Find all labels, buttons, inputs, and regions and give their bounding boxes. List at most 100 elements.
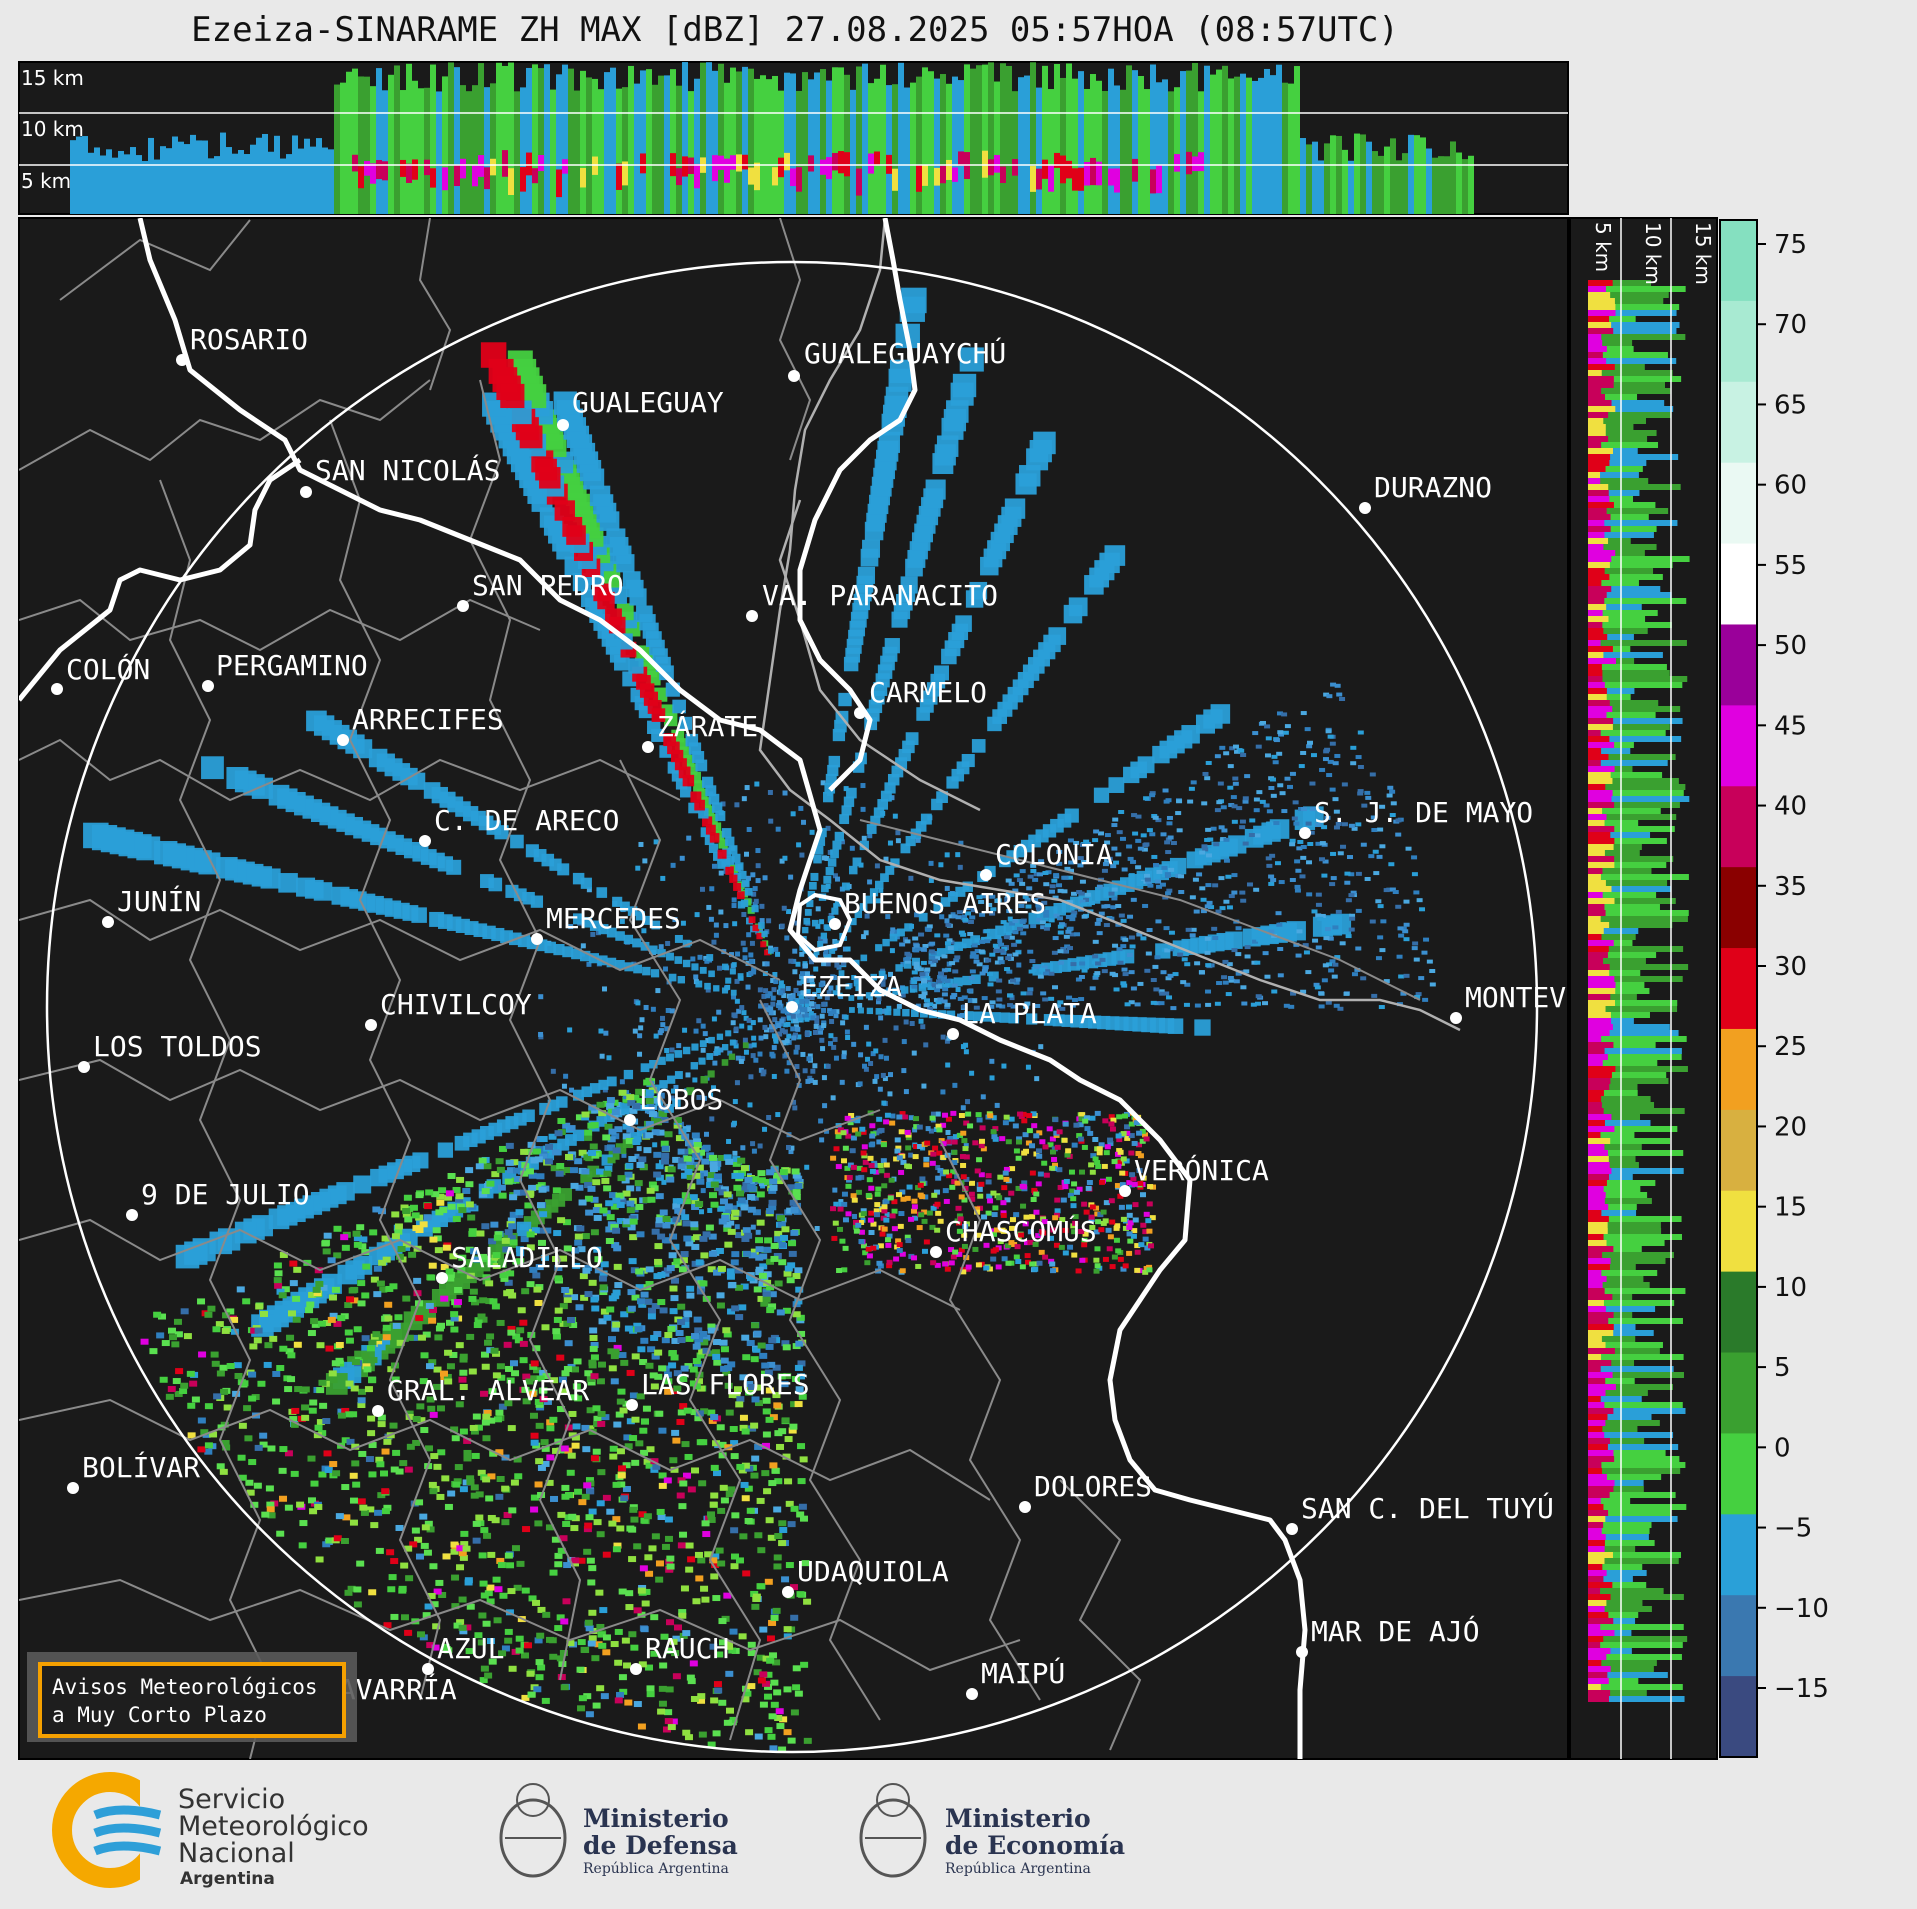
figure-title: Ezeiza-SINARAME ZH MAX [dBZ] 27.08.2025 … <box>191 10 1399 50</box>
city-marker <box>947 1028 959 1040</box>
city-marker <box>202 680 214 692</box>
side-profile-panel: 5 km 10 km 15 km <box>1569 217 1718 1760</box>
city-label: COLÓN <box>66 652 150 686</box>
city-label: PERGAMINO <box>216 649 368 682</box>
city-marker <box>372 1405 384 1417</box>
colorbar-tick-label: 65 <box>1774 390 1807 420</box>
radar-map-panel: ROSARIO GUALEGUAYCHÚ GUALEGUAY SAN NICOLÁS D… <box>18 217 1634 1760</box>
city-label: EZEIZA <box>801 970 902 1003</box>
defensa-line-3: República Argentina <box>583 1861 729 1877</box>
colorbar-tick-label: 25 <box>1774 1032 1807 1062</box>
city-label: LOBOS <box>639 1083 723 1116</box>
colorbar-swatch <box>1720 462 1757 545</box>
colorbar-tick-label: 60 <box>1774 471 1807 501</box>
city-label: GRAL. ALVEAR <box>387 1374 589 1407</box>
economia-line-3: República Argentina <box>945 1861 1091 1877</box>
coat-of-arms-icon <box>499 1798 567 1878</box>
range-ring <box>45 260 1539 1754</box>
city-marker <box>782 1586 794 1598</box>
colorbar-swatch <box>1720 1514 1757 1596</box>
city-marker <box>436 1272 448 1284</box>
city-marker <box>300 486 312 498</box>
city-marker <box>786 1001 798 1013</box>
notice-line-1: Avisos Meteorológicos <box>52 1675 318 1699</box>
smn-line-1: Servicio <box>178 1784 285 1815</box>
city-marker <box>1296 1646 1308 1658</box>
economia-line-1: Ministerio <box>945 1804 1091 1833</box>
city-marker <box>67 1482 79 1494</box>
colorbar-tick-label: −10 <box>1774 1594 1829 1624</box>
city-marker <box>457 600 469 612</box>
city-label: ARRECIFES <box>352 703 504 736</box>
colorbar-tick-label: 30 <box>1774 952 1807 982</box>
city-label: MAR DE AJÓ <box>1311 1614 1480 1648</box>
department-borders <box>19 218 1421 1759</box>
city-marker <box>337 734 349 746</box>
top-km-label-15: 15 km <box>21 66 84 90</box>
colorbar-swatch <box>1720 1433 1757 1515</box>
city-marker <box>746 610 758 622</box>
colorbar-tick-label: 10 <box>1774 1273 1807 1303</box>
defensa-line-1: Ministerio <box>583 1804 729 1833</box>
city-label: MONTEVIDEO <box>1465 981 1634 1014</box>
city-marker <box>624 1114 636 1126</box>
colorbar-tick-label: 40 <box>1774 792 1807 822</box>
colorbar-swatch <box>1720 624 1757 706</box>
city-label: RAUCH <box>645 1632 729 1665</box>
city-label: ZÁRATE <box>657 709 758 743</box>
colorbar-swatch <box>1720 948 1757 1030</box>
city-label: MERCEDES <box>546 902 681 935</box>
colorbar-tick-label: −5 <box>1774 1514 1812 1544</box>
city-label: C. DE ARECO <box>434 804 619 837</box>
coat-of-arms-icon <box>859 1798 927 1878</box>
city-marker <box>126 1209 138 1221</box>
city-label: SAN C. DEL TUYÚ <box>1301 1491 1554 1525</box>
city-marker <box>930 1246 942 1258</box>
city-label: CARMELO <box>869 676 987 709</box>
defensa-logo: Ministerio de Defensa República Argentin… <box>499 1783 738 1878</box>
city-label: LOS TOLDOS <box>93 1030 262 1063</box>
notice-box[interactable]: Avisos Meteorológicos a Muy Corto Plazo <box>27 1652 357 1742</box>
city-label: VERÓNICA <box>1134 1153 1269 1187</box>
city-label: VA. PARANACITO <box>762 579 998 612</box>
buenos-aires-outline <box>795 892 853 953</box>
city-label: CHIVILCOY <box>380 988 532 1021</box>
city-label: GUALEGUAY <box>572 386 724 419</box>
city-marker <box>854 707 866 719</box>
city-label: ROSARIO <box>190 323 308 356</box>
colorbar-swatch <box>1720 1109 1757 1192</box>
colorbar-swatch <box>1720 1271 1757 1354</box>
city-marker <box>419 835 431 847</box>
side-km-label-10: 10 km <box>1641 222 1665 285</box>
city-label: JUNÍN <box>117 884 201 918</box>
city-label: GUALEGUAYCHÚ <box>804 336 1006 370</box>
city-label: BOLÍVAR <box>82 1450 200 1484</box>
colorbar-tick-label: 20 <box>1774 1112 1807 1142</box>
city-label: AZUL <box>437 1632 504 1665</box>
colorbar-tick-label: −15 <box>1774 1674 1829 1704</box>
colorbar-swatch <box>1720 1595 1757 1677</box>
city-label: BUENOS AIRES <box>844 887 1046 920</box>
city-label: SAN PEDRO <box>472 569 624 602</box>
city-marker <box>630 1663 642 1675</box>
colorbar-swatch <box>1720 1352 1757 1434</box>
colorbar-swatch <box>1720 1190 1757 1273</box>
notice-line-2: a Muy Corto Plazo <box>52 1703 267 1727</box>
city-label: CHASCOMÚS <box>945 1214 1097 1248</box>
city-label: MAIPÚ <box>981 1656 1065 1690</box>
colorbar-swatch <box>1720 381 1757 464</box>
river-lines <box>758 218 1461 1032</box>
city-label: LA PLATA <box>962 997 1097 1030</box>
side-km-label-5: 5 km <box>1591 222 1615 272</box>
colorbar-swatch <box>1720 705 1757 787</box>
colorbar-swatch <box>1720 786 1757 868</box>
city-label: S. J. DE MAYO <box>1314 796 1533 829</box>
smn-line-3: Nacional <box>178 1838 295 1869</box>
economia-line-2: de Economía <box>945 1831 1125 1860</box>
city-marker <box>365 1019 377 1031</box>
defensa-line-2: de Defensa <box>583 1831 738 1860</box>
side-km-label-15: 15 km <box>1691 222 1715 285</box>
top-km-label-10: 10 km <box>21 117 84 141</box>
